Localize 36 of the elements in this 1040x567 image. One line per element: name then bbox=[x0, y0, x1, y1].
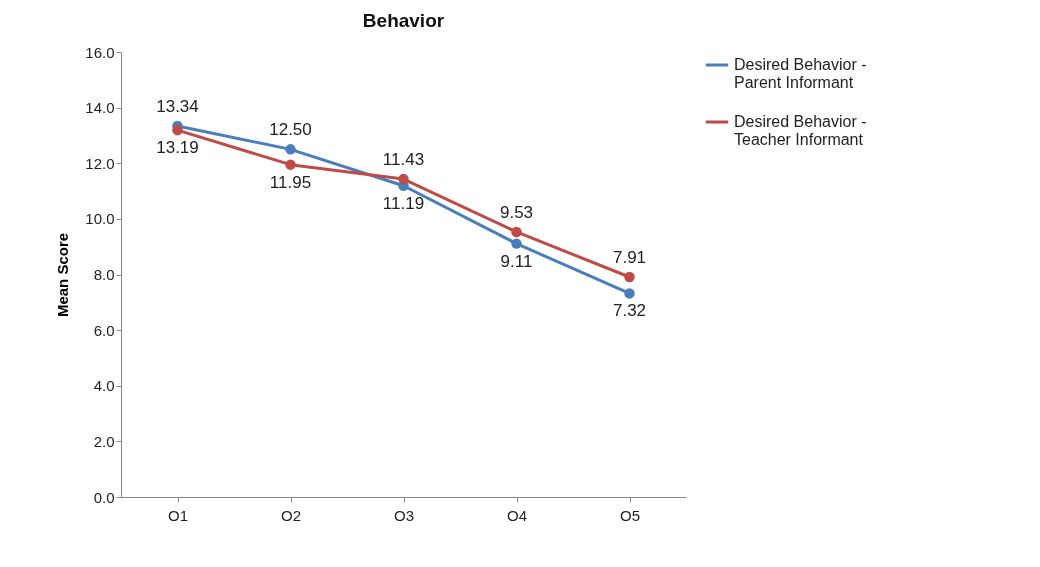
x-tick-label: O2 bbox=[280, 506, 302, 524]
y-tick-label: 12.0 bbox=[85, 154, 115, 172]
x-tick-label: O1 bbox=[167, 506, 189, 524]
y-tick-label: 14.0 bbox=[85, 99, 115, 117]
y-tick-label: 2.0 bbox=[93, 432, 115, 450]
data-label: 9.53 bbox=[499, 202, 534, 222]
y-tick-label: 6.0 bbox=[93, 321, 115, 339]
data-label: 7.32 bbox=[612, 301, 647, 321]
x-tick-label: O3 bbox=[393, 506, 415, 524]
point bbox=[624, 271, 635, 283]
y-tick-label: 10.0 bbox=[85, 210, 115, 228]
data-label: 13.34 bbox=[156, 96, 199, 116]
data-label: 11.43 bbox=[382, 150, 425, 170]
data-label: 11.19 bbox=[382, 193, 425, 213]
y-axis-title: Mean Score bbox=[54, 232, 72, 318]
legend-label: Desired Behavior - Parent Informant bbox=[734, 56, 867, 91]
x-tick-label: O5 bbox=[619, 506, 641, 524]
point bbox=[172, 124, 183, 136]
data-label: 12.50 bbox=[269, 120, 312, 140]
point bbox=[624, 288, 635, 299]
legend-label: Desired Behavior - Teacher Informant bbox=[734, 113, 867, 148]
point bbox=[285, 144, 296, 155]
data-label: 11.95 bbox=[269, 172, 312, 192]
data-label: 9.11 bbox=[500, 251, 533, 271]
chart-title: Behavior bbox=[362, 10, 445, 31]
data-label: 7.91 bbox=[612, 248, 647, 267]
x-tick-label: O4 bbox=[506, 506, 528, 524]
point bbox=[511, 226, 522, 238]
point bbox=[398, 173, 409, 185]
point bbox=[285, 159, 296, 170]
y-tick-label: 16.0 bbox=[85, 43, 115, 61]
y-tick-label: 4.0 bbox=[93, 377, 115, 395]
y-tick-label: 0.0 bbox=[93, 488, 115, 506]
point bbox=[511, 238, 522, 249]
data-label: 13.19 bbox=[156, 138, 199, 158]
y-tick-label: 8.0 bbox=[93, 266, 115, 283]
